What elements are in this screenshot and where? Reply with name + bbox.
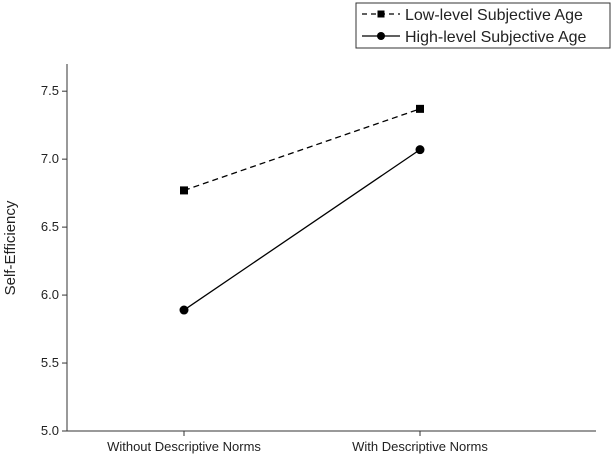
series-1-point-1	[415, 145, 425, 155]
series-0-point-0	[180, 186, 188, 195]
series-1-point-0	[179, 305, 189, 315]
y-tick-label: 6.0	[41, 287, 59, 302]
legend-label-high: High-level Subjective Age	[405, 29, 587, 46]
axes	[66, 64, 596, 432]
y-tick-label: 5.0	[41, 423, 59, 438]
legend-marker-high	[377, 32, 385, 40]
y-axis-title: Self-Efficiency	[2, 200, 19, 295]
y-ticks: 5.0 5.5 6.0 6.5 7.0 7.5	[41, 83, 67, 438]
legend-label-low: Low-level Subjective Age	[405, 7, 583, 24]
y-tick-label: 6.5	[41, 219, 59, 234]
x-ticks: Without Descriptive Norms With Descriptiv…	[107, 431, 488, 454]
x-tick-label: With Descriptive Norms	[352, 439, 488, 454]
series-line-1	[183, 149, 421, 311]
y-tick-label: 7.0	[41, 151, 59, 166]
series-layer	[179, 104, 425, 315]
y-tick-label: 7.5	[41, 83, 59, 98]
legend-box	[355, 2, 611, 49]
series-0-point-1	[416, 104, 424, 113]
x-tick-label: Without Descriptive Norms	[107, 439, 261, 454]
legend: Low-level Subjective Age High-level Subj…	[355, 2, 611, 49]
legend-marker-low	[377, 10, 385, 18]
series-line-0	[183, 108, 421, 192]
y-tick-label: 5.5	[41, 355, 59, 370]
